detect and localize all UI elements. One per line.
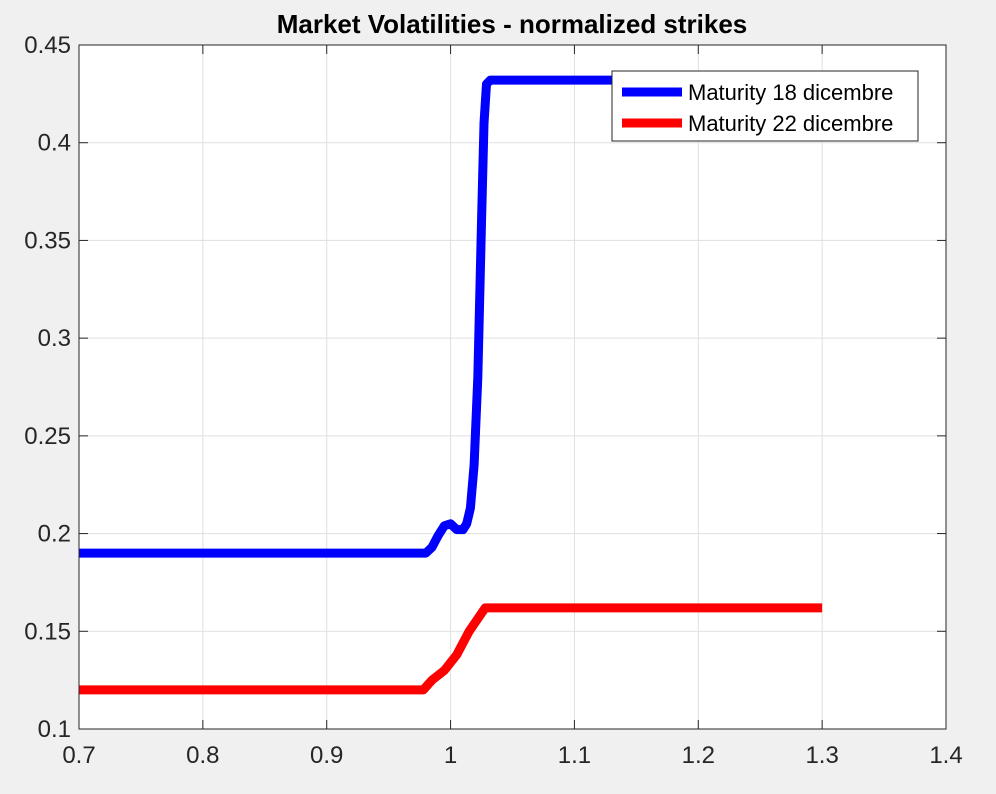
grid-lines: [78, 44, 947, 730]
y-tick-label: 0.25: [24, 423, 71, 450]
x-tick-label: 1.4: [929, 742, 962, 769]
y-tick-label: 0.15: [24, 618, 71, 645]
x-tick-label: 0.9: [310, 742, 343, 769]
y-tick-label: 0.4: [38, 130, 71, 157]
legend[interactable]: Maturity 18 dicembre Maturity 22 dicembre: [611, 70, 919, 142]
y-tick-label: 0.3: [38, 325, 71, 352]
x-tick-label: 1.1: [558, 742, 591, 769]
y-tick-label: 0.35: [24, 227, 71, 254]
y-tick-label: 0.45: [24, 32, 71, 59]
plot-border: [78, 44, 947, 730]
chart-title: Market Volatilities - normalized strikes: [277, 9, 748, 39]
axis-ticks: 0.7 0.8 0.9 1 1.1 1.2 1.3 1.4 0.1 0.15 0.2 0.25 0.3 0…: [24, 32, 962, 769]
x-tick-label: 0.8: [186, 742, 219, 769]
plot-area: [79, 45, 946, 729]
x-tick-label: 0.7: [62, 742, 95, 769]
series-line-1: [79, 75, 612, 558]
legend-label-1: Maturity 18 dicembre: [688, 80, 893, 105]
y-tick-label: 0.2: [38, 521, 71, 548]
x-tick-label: 1.3: [805, 742, 838, 769]
x-tick-label: 1.2: [682, 742, 715, 769]
series-line-2: [79, 603, 823, 695]
legend-label-2: Maturity 22 dicembre: [688, 111, 893, 136]
series-layer: [79, 75, 823, 695]
legend-box: [611, 70, 919, 142]
y-tick-label: 0.1: [38, 716, 71, 743]
x-tick-label: 1: [444, 742, 457, 769]
